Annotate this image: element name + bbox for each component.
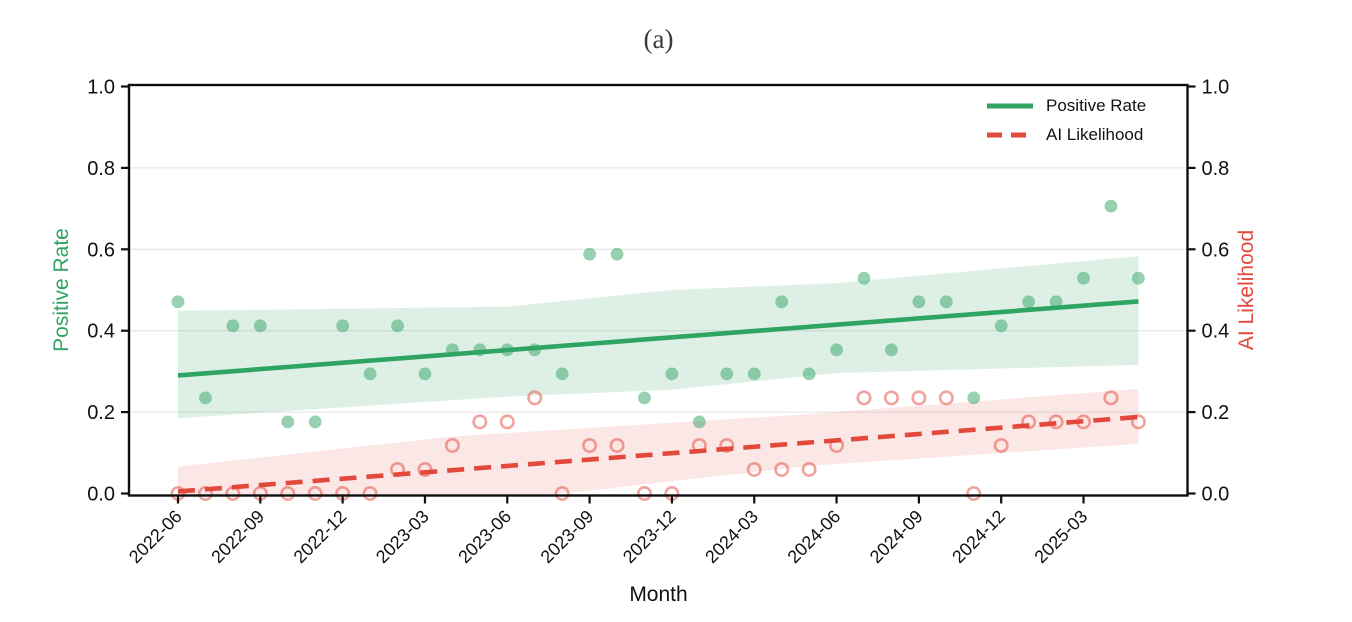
y-axis-label-left: Positive Rate [50,228,73,352]
x-tick-label: 2025-03 [1030,506,1091,567]
y-tick-label-left: 0.4 [87,321,115,343]
ai-likelihood-point [911,390,927,406]
positive-rate-point [857,271,871,285]
positive-rate-point [1104,199,1118,213]
ai-likelihood-point [938,390,954,406]
y-tick-label-right: 0.8 [1202,158,1230,180]
x-tick-label: 2022-06 [125,506,186,567]
x-tick-label: 2024-06 [784,506,845,567]
ai-likelihood-point [362,485,378,501]
positive-rate-point [418,367,432,381]
legend-label: AI Likelihood [1046,125,1144,144]
y-tick-label-left: 1.0 [87,77,115,99]
ai-likelihood-point [609,437,625,453]
legend-dashed-line-icon [987,132,1033,138]
ai-likelihood-point [444,437,460,453]
positive-rate-point [994,319,1008,333]
ai-likelihood-point [582,437,598,453]
legend: Positive Rate AI Likelihood [986,96,1146,145]
ai-likelihood-point [636,485,652,501]
positive-rate-point [638,391,651,405]
positive-rate-point [939,295,953,309]
positive-rate-point [802,367,816,381]
positive-rate-point [226,319,240,333]
x-axis-label: Month [629,583,688,606]
positive-rate-point [555,367,569,381]
legend-entry-ai-likelihood: AI Likelihood [986,125,1146,145]
ai-likelihood-point [856,390,872,406]
y-tick-label-right: 0.2 [1202,402,1230,424]
positive-rate-point [199,391,212,405]
positive-rate-trend-line [177,299,1139,378]
ai-likelihood-point [1021,414,1037,430]
y-tick-label-right: 0.0 [1202,484,1230,506]
x-tick-label: 2024-03 [701,506,762,567]
legend-entry-positive-rate: Positive Rate [986,96,1146,116]
ai-likelihood-point [1130,414,1146,430]
legend-solid-line-icon [987,103,1033,109]
positive-rate-point [720,367,734,381]
ai-likelihood-point [719,437,735,453]
x-tick-label: 2023-09 [537,506,598,567]
ai-likelihood-point [966,485,982,501]
legend-label: Positive Rate [1046,96,1147,115]
ai-likelihood-point [993,437,1009,453]
y-tick-label-left: 0.0 [87,484,115,506]
ai-likelihood-point [883,390,899,406]
positive-rate-point [885,343,898,357]
y-axis-label-right: AI Likelihood [1235,229,1258,351]
y-tick-label-left: 0.8 [87,158,115,180]
y-tick-label-left: 0.6 [87,239,115,261]
positive-rate-point [336,319,350,333]
y-tick-label-right: 0.4 [1202,321,1230,343]
x-tick-label: 2024-12 [948,506,1009,567]
positive-rate-point [747,367,761,381]
ai-likelihood-point [1103,390,1119,406]
positive-rate-point [1022,295,1036,309]
positive-rate-point [1049,295,1063,309]
axes-spines [127,83,1189,497]
positive-rate-point [967,391,981,405]
positive-rate-point [583,247,596,261]
x-tick-label: 2023-03 [372,506,433,567]
positive-rate-point [830,343,843,357]
positive-rate-point [281,415,295,429]
chart-title: (a) [643,24,674,54]
positive-rate-point [665,367,679,381]
ai-likelihood-point [417,461,433,477]
positive-rate-point [692,415,706,429]
x-tick-label: 2023-12 [619,506,680,567]
ai-likelihood-point [472,414,488,430]
positive-rate-point [1077,271,1090,285]
positive-rate-points [171,199,1145,429]
positive-rate-point [610,247,624,261]
ai-likelihood-point [746,461,762,477]
ai-likelihood-point [554,485,570,501]
positive-rate-point [363,367,377,381]
y-tick-label-right: 0.6 [1202,239,1230,261]
ai-likelihood-point [499,414,515,430]
positive-rate-point [391,319,404,333]
y-tick-label-left: 0.2 [87,402,115,424]
positive-rate-point [775,295,789,309]
y-tick-label-right: 1.0 [1202,77,1230,99]
positive-rate-point [1132,271,1145,285]
x-tick-label: 2024-09 [866,506,927,567]
ai-likelihood-point [774,461,790,477]
positive-rate-point [171,295,185,309]
ai-likelihood-point [801,461,817,477]
x-tick-label: 2022-09 [207,506,268,567]
ai-likelihood-point [307,485,323,501]
x-tick-label: 2022-12 [290,506,351,567]
positive-rate-point [253,319,267,333]
positive-rate-point [308,415,322,429]
ai-likelihood-point [527,390,543,406]
positive-rate-point [912,295,926,309]
ai-likelihood-point [280,485,296,501]
x-tick-label: 2023-06 [454,506,515,567]
